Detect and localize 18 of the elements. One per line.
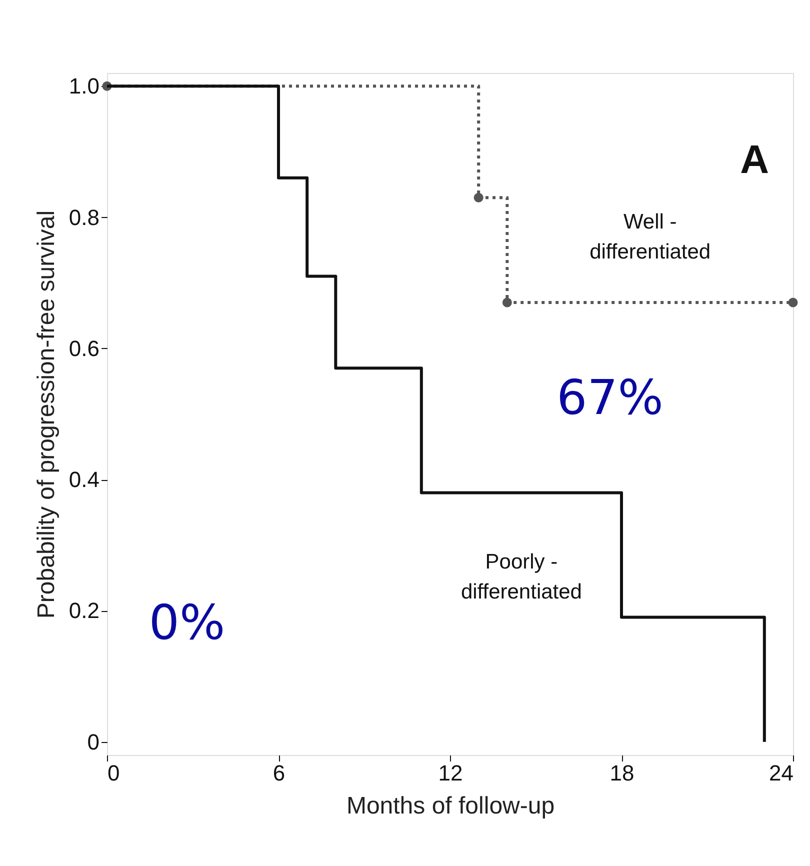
x-axis-title: Months of follow-up: [346, 792, 555, 820]
series-label: Well - differentiated: [590, 210, 711, 264]
y-tick-label: 0: [87, 729, 100, 754]
x-tick-label: 12: [438, 760, 463, 786]
y-axis-title: Probability of progression-free survival: [32, 210, 60, 619]
y-tick-label: 0.2: [68, 598, 100, 624]
annotation: 67%: [556, 370, 664, 426]
x-tick-label: 24: [769, 760, 794, 786]
annotation: 0%: [148, 595, 226, 651]
y-tick-label: 0.6: [68, 336, 100, 361]
series-label: Poorly - differentiated: [460, 550, 582, 604]
x-tick-label: 0: [108, 760, 120, 786]
x-tick-label: 6: [272, 760, 286, 786]
annotation: A: [740, 138, 769, 182]
y-tick-label: 0.8: [68, 204, 100, 230]
y-tick-label: 1.0: [68, 74, 100, 99]
y-tick-label: 0.4: [68, 467, 100, 492]
x-tick-label: 18: [610, 760, 634, 786]
